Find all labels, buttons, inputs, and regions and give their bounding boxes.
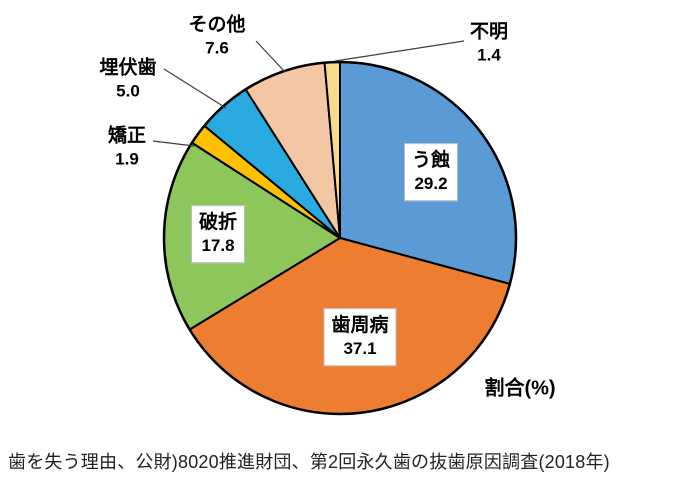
slice-label-orthodontic: 矯正 1.9 [108, 125, 146, 172]
slice-label-other-name: その他 [188, 14, 246, 36]
slice-label-fracture-value: 17.8 [201, 235, 235, 255]
slice-label-impacted-value: 5.0 [116, 81, 140, 101]
slice-label-impacted: 埋伏歯 5.0 [99, 57, 156, 104]
slice-label-orthodontic-value: 1.9 [115, 149, 139, 169]
leader-line-other [255, 40, 286, 73]
slice-label-unknown-name: 不明 [469, 21, 509, 43]
slice-label-other: その他 7.6 [188, 14, 245, 61]
unit-label: 割合(%) [484, 377, 556, 400]
slice-label-other-value: 7.6 [205, 38, 229, 58]
slice-label-unknown: 不明 1.4 [470, 21, 508, 68]
slice-label-impacted-name: 埋伏歯 [99, 57, 157, 79]
leader-line-orthodontic [152, 140, 195, 147]
slice-label-periodontal: 歯周病 37.1 [323, 308, 397, 366]
leader-line-impacted [163, 68, 227, 109]
slice-label-periodontal-name: 歯周病 [331, 315, 389, 337]
slice-label-unknown-value: 1.4 [477, 45, 501, 65]
slice-label-caries-value: 29.2 [414, 173, 448, 193]
slice-label-fracture-name: 破折 [198, 212, 238, 234]
slice-label-periodontal-value: 37.1 [343, 338, 377, 358]
slice-label-fracture: 破折 17.8 [190, 205, 246, 263]
caption: 歯を失う理由、公財)8020推進財団、第2回永久歯の抜歯原因調査(2018年) [8, 452, 610, 472]
slice-label-orthodontic-name: 矯正 [107, 125, 147, 147]
slice-label-caries: う蝕 29.2 [403, 143, 459, 201]
slice-label-caries-name: う蝕 [411, 150, 451, 172]
leader-line-unknown [334, 40, 465, 62]
pie-outline [162, 60, 518, 416]
